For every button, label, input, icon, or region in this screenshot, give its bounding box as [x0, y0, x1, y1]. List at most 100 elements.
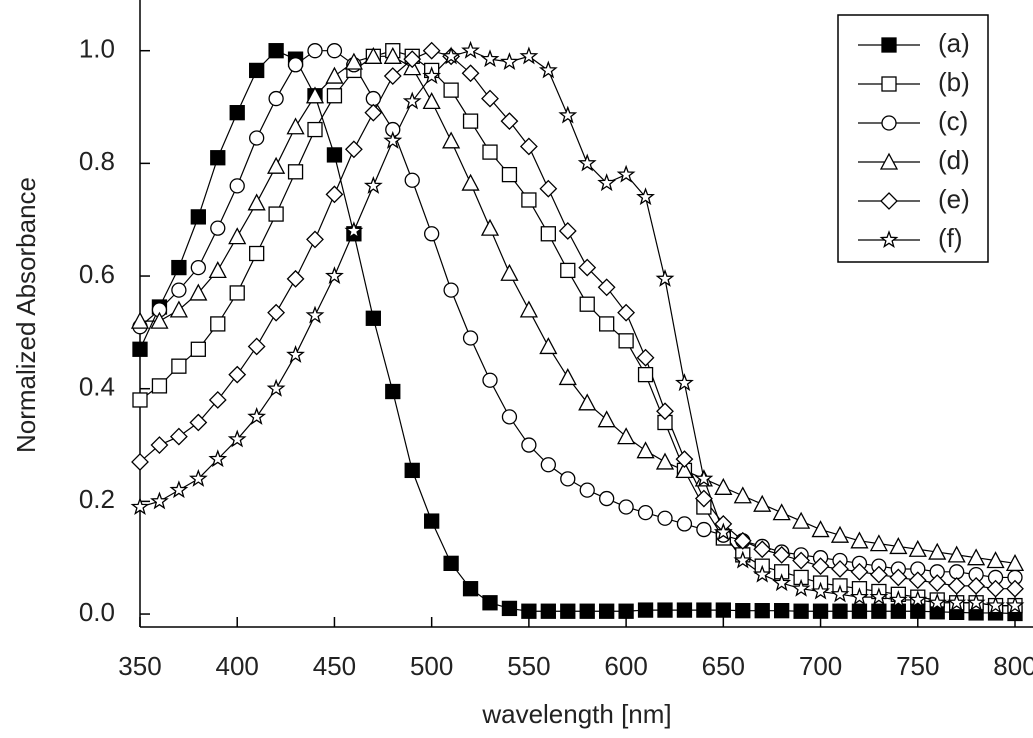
- x-tick-label: 350: [118, 651, 161, 681]
- x-tick-label: 550: [507, 651, 550, 681]
- marker: [832, 603, 848, 619]
- marker: [422, 66, 442, 85]
- series-line: [139, 50, 1015, 590]
- x-tick-label: 800: [993, 651, 1033, 681]
- x-tick-label: 600: [604, 651, 647, 681]
- marker: [560, 471, 576, 487]
- marker: [229, 178, 245, 194]
- marker: [772, 573, 792, 592]
- marker: [130, 311, 150, 329]
- marker: [306, 230, 324, 249]
- marker: [461, 40, 480, 59]
- marker: [229, 285, 245, 301]
- legend-label: (d): [938, 145, 970, 175]
- marker: [188, 468, 208, 487]
- series-line: [139, 50, 1015, 607]
- marker: [132, 341, 148, 357]
- marker: [793, 603, 809, 619]
- marker: [890, 603, 906, 619]
- marker: [986, 579, 1005, 598]
- marker: [754, 603, 770, 619]
- marker: [443, 82, 459, 98]
- marker: [772, 503, 791, 521]
- marker: [879, 230, 899, 249]
- marker: [947, 576, 966, 595]
- marker: [657, 602, 673, 618]
- marker: [305, 305, 325, 324]
- marker: [480, 49, 500, 68]
- marker: [696, 521, 712, 538]
- marker: [462, 330, 479, 346]
- marker: [365, 90, 381, 107]
- marker: [869, 534, 888, 552]
- marker: [363, 176, 383, 194]
- marker: [694, 468, 714, 487]
- marker: [676, 602, 693, 618]
- marker: [501, 166, 518, 183]
- marker: [879, 152, 899, 170]
- marker: [286, 345, 305, 363]
- marker: [404, 462, 420, 479]
- marker: [713, 522, 733, 541]
- x-tick-label: 500: [410, 651, 453, 681]
- marker: [986, 551, 1005, 569]
- marker: [599, 316, 615, 332]
- marker: [618, 603, 634, 619]
- marker: [326, 147, 343, 163]
- marker: [715, 602, 731, 618]
- y-axis-label: Normalized Absorbance: [11, 177, 41, 453]
- marker: [676, 516, 693, 532]
- marker: [171, 358, 187, 374]
- marker: [579, 296, 595, 312]
- marker: [422, 41, 441, 60]
- legend-box: [837, 14, 989, 263]
- marker: [830, 525, 850, 543]
- marker: [539, 337, 558, 355]
- marker: [889, 568, 908, 587]
- marker: [949, 564, 965, 580]
- marker: [927, 592, 947, 611]
- marker: [344, 52, 363, 70]
- marker: [268, 90, 284, 107]
- marker: [443, 282, 459, 298]
- marker: [881, 37, 897, 53]
- marker: [519, 137, 538, 156]
- marker: [326, 43, 343, 59]
- marker: [268, 43, 284, 59]
- marker: [811, 557, 830, 576]
- marker: [792, 511, 811, 529]
- marker: [385, 383, 401, 400]
- marker: [208, 449, 228, 468]
- marker: [210, 316, 226, 332]
- marker: [558, 105, 578, 124]
- marker: [540, 226, 556, 242]
- marker: [618, 333, 634, 349]
- marker: [908, 590, 928, 608]
- marker: [791, 578, 811, 597]
- marker: [577, 153, 597, 172]
- legend-label: (a): [938, 28, 970, 58]
- marker: [383, 130, 403, 149]
- marker: [597, 278, 616, 297]
- marker: [208, 261, 227, 279]
- marker: [947, 592, 967, 611]
- marker: [130, 497, 150, 516]
- y-tick-label: 0.8: [79, 146, 115, 176]
- marker: [249, 245, 265, 262]
- marker: [210, 150, 226, 166]
- y-tick-label: 0.6: [79, 259, 115, 289]
- marker: [578, 393, 597, 411]
- marker: [325, 66, 344, 84]
- marker: [247, 193, 266, 211]
- marker: [500, 52, 519, 70]
- marker: [869, 587, 889, 606]
- marker: [228, 227, 247, 245]
- marker: [169, 300, 188, 318]
- marker: [422, 92, 441, 110]
- legend-label: (f): [938, 223, 963, 253]
- marker: [190, 341, 206, 357]
- marker: [305, 86, 325, 104]
- marker: [830, 584, 850, 603]
- marker: [888, 590, 908, 608]
- marker: [150, 436, 169, 454]
